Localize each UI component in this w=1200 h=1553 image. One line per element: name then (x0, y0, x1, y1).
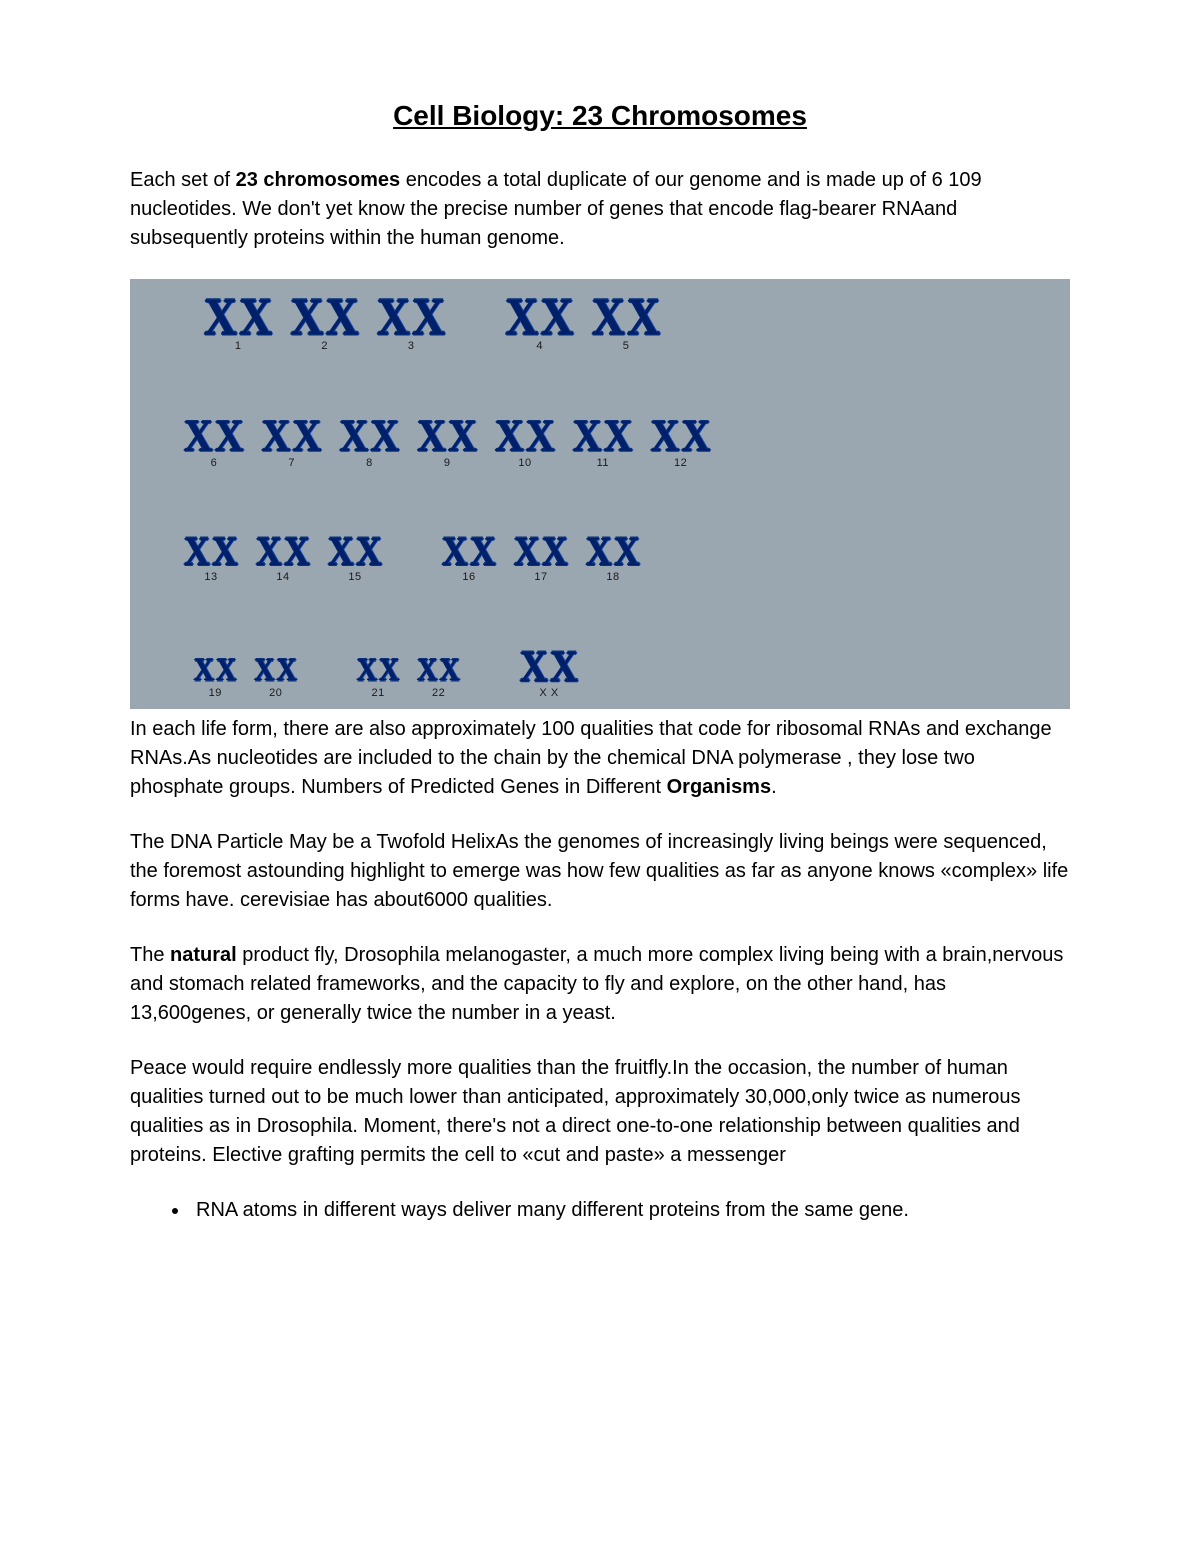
karyotype-row: XX19XX20XX21XX22XXX X (164, 650, 1036, 699)
p1-a: Each set of (130, 169, 236, 191)
karyotype-row: XX6 XX7 XX8 XX9 XX10 XX11 XX12 (164, 419, 1036, 469)
chromosome-pair: XX18 (586, 536, 640, 583)
chromosome-icon: X (357, 657, 377, 684)
chromosome-icon: X (256, 534, 282, 569)
karyotype-row: XX1 XX2 XX3 XX4 XX5 (164, 297, 1036, 352)
chromosome-pair: XX8 (340, 419, 400, 469)
chromosome-icon: X (541, 294, 574, 339)
chromosome-pair: XX10 (495, 419, 555, 469)
chromosome-icon: X (470, 534, 496, 569)
p4-c: product fly, Drosophila melanogaster, a … (130, 944, 1063, 1024)
chromosome-pair: XX3 (377, 297, 445, 352)
chromosome-icon: X (627, 294, 660, 339)
chromosome-label: 22 (432, 687, 445, 699)
chromosome-icon: X (440, 657, 460, 684)
chromosome-icon: X (262, 417, 291, 456)
chromosome-pair: XX11 (573, 419, 633, 469)
chromosome-pair: XXX X (520, 650, 578, 699)
chromosome-label: 21 (372, 687, 385, 699)
p2-c: . (771, 776, 777, 798)
chromosome-icon: X (284, 534, 310, 569)
chromosome-pair: XX2 (290, 297, 358, 352)
chromosome-icon: X (254, 657, 274, 684)
page-title: Cell Biology: 23 Chromosomes (130, 100, 1070, 132)
chromosome-icon: X (417, 657, 437, 684)
chromosome-pair: XX5 (592, 297, 660, 352)
chromosome-icon: X (216, 657, 236, 684)
p4-bold: natural (170, 944, 237, 966)
chromosome-icon: X (184, 417, 213, 456)
intro-paragraph: Each set of 23 chromosomes encodes a tot… (130, 166, 1070, 253)
chromosome-icon: X (277, 657, 297, 684)
chromosome-icon: X (604, 417, 633, 456)
chromosome-pair: XX14 (256, 536, 310, 583)
chromosome-icon: X (370, 417, 399, 456)
chromosome-icon: X (542, 534, 568, 569)
chromosome-pair: XX 22 (417, 659, 459, 699)
chromosome-icon: X (682, 417, 711, 456)
chromosome-icon: X (448, 417, 477, 456)
paragraph-4: The natural product fly, Drosophila mela… (130, 941, 1070, 1028)
chromosome-icon: X (412, 294, 445, 339)
chromosome-icon: X (514, 534, 540, 569)
chromosome-icon: X (212, 534, 238, 569)
chromosome-icon: X (184, 534, 210, 569)
chromosome-pair: XX12 (651, 419, 711, 469)
p2-a: In each life form, there are also approx… (130, 718, 1052, 798)
chromosome-icon: X (417, 417, 446, 456)
karyotype-row: XX13 XX14 XX15 XX16 XX17 XX18 (164, 536, 1036, 583)
chromosome-pair: XX13 (184, 536, 238, 583)
bullet-item: RNA atoms in different ways deliver many… (190, 1196, 1070, 1225)
p2-bold: Organisms (667, 776, 771, 798)
chromosome-icon: X (379, 657, 399, 684)
chromosome-icon: X (293, 417, 322, 456)
chromosome-icon: X (550, 647, 578, 685)
chromosome-icon: X (204, 294, 237, 339)
chromosome-pair: XX 21 (357, 659, 399, 699)
chromosome-pair: XX7 (262, 419, 322, 469)
chromosome-icon: X (215, 417, 244, 456)
chromosome-pair: XX6 (184, 419, 244, 469)
chromosome-icon: X (377, 294, 410, 339)
chromosome-icon: X (328, 534, 354, 569)
chromosome-label: 20 (269, 687, 282, 699)
chromosome-icon: X (586, 534, 612, 569)
chromosome-icon: X (356, 534, 382, 569)
chromosome-icon: X (495, 417, 524, 456)
chromosome-icon: X (526, 417, 555, 456)
chromosome-icon: X (520, 647, 548, 685)
chromosome-icon: X (573, 417, 602, 456)
chromosome-icon: X (614, 534, 640, 569)
chromosome-pair: XX1 (204, 297, 272, 352)
chromosome-icon: X (326, 294, 359, 339)
paragraph-3: The DNA Particle May be a Twofold HelixA… (130, 828, 1070, 915)
chromosome-icon: X (592, 294, 625, 339)
chromosome-icon: X (442, 534, 468, 569)
paragraph-2: In each life form, there are also approx… (130, 715, 1070, 802)
chromosome-pair: XX16 (442, 536, 496, 583)
chromosome-pair: XX9 (417, 419, 477, 469)
chromosome-label: 19 (209, 687, 222, 699)
chromosome-pair: XX17 (514, 536, 568, 583)
paragraph-5: Peace would require endlessly more quali… (130, 1054, 1070, 1170)
chromosome-icon: X (290, 294, 323, 339)
p1-bold: 23 chromosomes (236, 169, 401, 191)
chromosome-pair: XX 19 (194, 659, 236, 699)
chromosome-icon: X (194, 657, 214, 684)
chromosome-pair: XX15 (328, 536, 382, 583)
chromosome-icon: X (239, 294, 272, 339)
chromosome-pair: XX 20 (254, 659, 296, 699)
p4-a: The (130, 944, 170, 966)
chromosome-icon: X (651, 417, 680, 456)
chromosome-pair: XX4 (505, 297, 573, 352)
karyotype-figure: XX1XX2XX3XX4XX5XX6XX7XX8XX9XX10XX11XX12X… (130, 279, 1070, 709)
bullet-list: RNA atoms in different ways deliver many… (130, 1196, 1070, 1225)
chromosome-icon: X (505, 294, 538, 339)
chromosome-icon: X (340, 417, 369, 456)
